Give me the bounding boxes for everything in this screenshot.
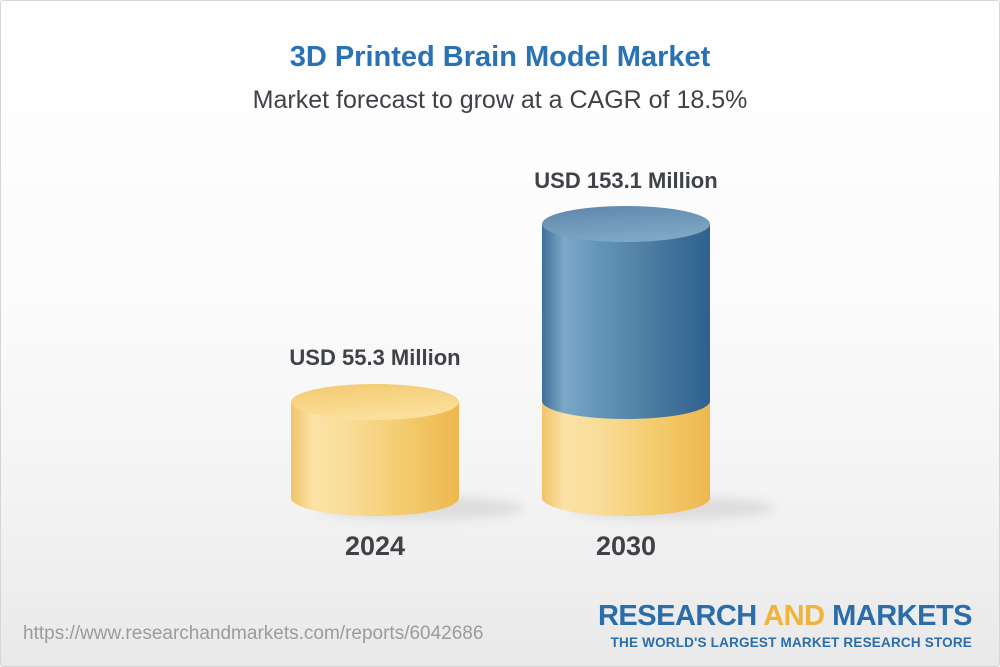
logo-wordmark: RESEARCH AND MARKETS — [597, 600, 973, 632]
axis-category-2030: 2030 — [595, 531, 657, 561]
chart-subtitle: Market forecast to grow at a CAGR of 18.… — [252, 86, 748, 114]
bar-2030-top — [542, 206, 710, 242]
bar-2030-blue-segment — [542, 224, 710, 419]
logo-tagline: THE WORLD'S LARGEST MARKET RESEARCH STOR… — [610, 635, 972, 650]
chart-title: 3D Printed Brain Model Market — [289, 41, 711, 73]
logo-word-and: AND — [763, 600, 825, 632]
logo-word-markets: MARKETS — [832, 600, 972, 632]
axis-category-2024: 2024 — [344, 531, 406, 561]
report-url-link[interactable]: https://www.researchandmarkets.com/repor… — [23, 623, 484, 644]
bar-2024-body — [291, 402, 459, 516]
research-and-markets-logo: RESEARCH AND MARKETS THE WORLD'S LARGEST… — [597, 600, 973, 650]
bar-2030-gold-segment — [542, 401, 710, 516]
bar-value-label-2030: USD 153.1 Million — [534, 168, 718, 193]
bar-value-label-2024: USD 55.3 Million — [289, 345, 461, 370]
bar-2024-top — [291, 384, 459, 420]
logo-word-research: RESEARCH — [597, 600, 757, 632]
